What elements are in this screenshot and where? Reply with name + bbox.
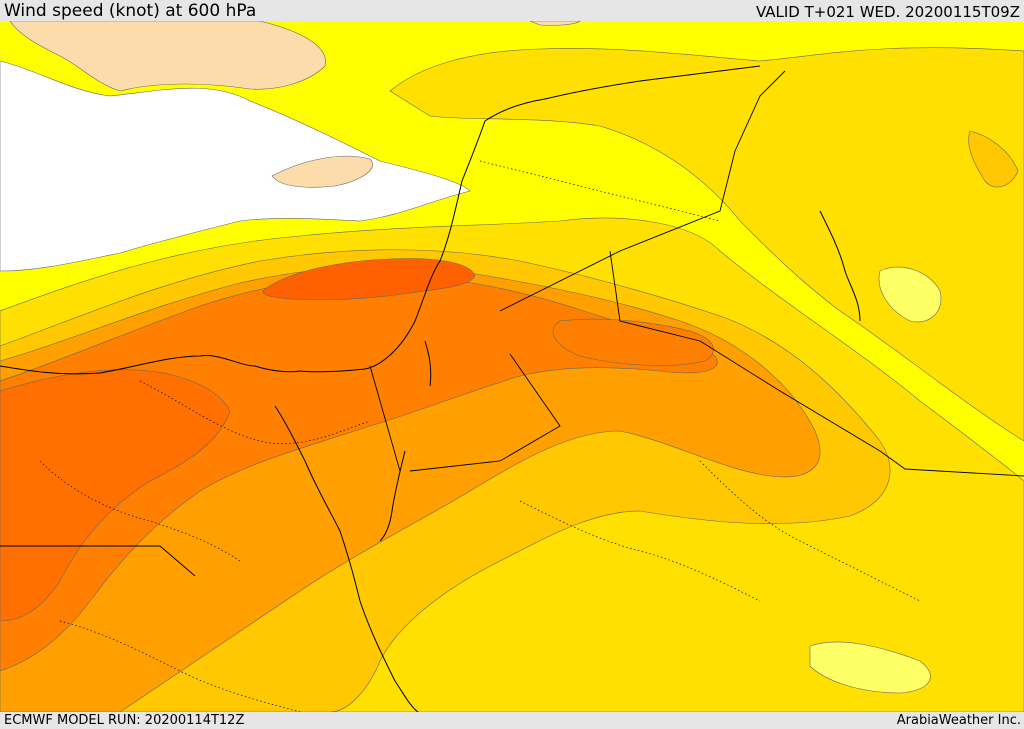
band-gold-east — [968, 130, 1019, 188]
light-area-north — [529, 21, 581, 26]
pale-patch-east — [878, 266, 942, 323]
pale-patch-gulf — [809, 641, 931, 694]
map-canvas — [0, 21, 1024, 712]
coastline-lines — [0, 65, 861, 712]
light-area-cyprus — [271, 155, 373, 188]
model-run-label: ECMWF MODEL RUN: 20200114T12Z — [4, 713, 245, 728]
band-gold-northeast — [389, 47, 1024, 442]
calm-area-sea — [0, 60, 471, 272]
province-lines — [39, 160, 921, 712]
footer-bar: ECMWF MODEL RUN: 20200114T12Z ArabiaWeat… — [0, 712, 1024, 729]
band-deep-orange-east — [552, 318, 714, 366]
map-title: Wind speed (knot) at 600 hPa — [4, 1, 257, 21]
valid-time: VALID T+021 WED. 20200115T09Z — [755, 3, 1020, 21]
credit-label: ArabiaWeather Inc. — [896, 713, 1021, 728]
light-area-balkans — [9, 21, 326, 92]
band-red-orange — [262, 258, 476, 301]
wind-speed-map — [0, 21, 1024, 712]
header-bar: Wind speed (knot) at 600 hPa VALID T+021… — [0, 0, 1024, 21]
border-lines — [0, 70, 1024, 577]
